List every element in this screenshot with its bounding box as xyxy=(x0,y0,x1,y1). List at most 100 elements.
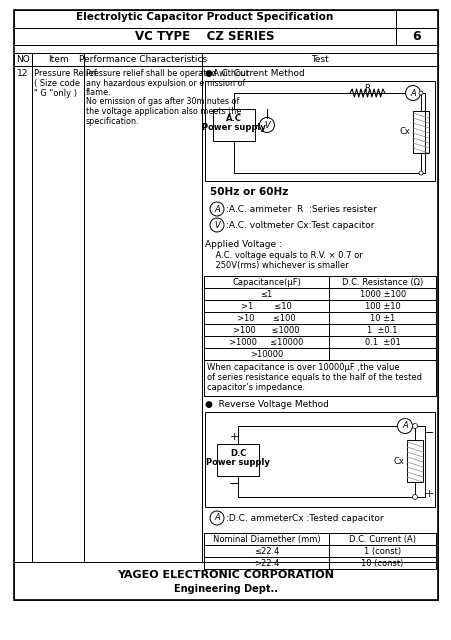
Circle shape xyxy=(412,495,417,499)
Bar xyxy=(203,360,435,396)
Bar xyxy=(203,545,328,557)
Text: 250V(rms) whichever is smaller: 250V(rms) whichever is smaller xyxy=(205,261,348,270)
Text: 1 (const): 1 (const) xyxy=(363,547,400,556)
Text: A.C: A.C xyxy=(226,114,241,123)
Text: Performance Characteristics: Performance Characteristics xyxy=(79,55,207,64)
Text: 1000 ±100: 1000 ±100 xyxy=(359,290,405,299)
Circle shape xyxy=(210,511,224,525)
Text: Power supply: Power supply xyxy=(202,123,265,132)
Bar xyxy=(328,545,435,557)
Text: D.C. Resistance (Ω): D.C. Resistance (Ω) xyxy=(341,278,422,287)
Text: ≤1: ≤1 xyxy=(260,290,272,299)
Text: the voltage application also meets the: the voltage application also meets the xyxy=(86,107,241,116)
Bar xyxy=(203,300,328,312)
Bar xyxy=(203,336,328,348)
Circle shape xyxy=(405,86,419,100)
Text: 0.1  ±01: 0.1 ±01 xyxy=(364,338,400,347)
Text: 100 ±10: 100 ±10 xyxy=(364,302,400,311)
Bar xyxy=(328,324,435,336)
Text: V: V xyxy=(214,221,219,230)
Bar xyxy=(84,66,202,562)
Text: :A.C. voltmeter: :A.C. voltmeter xyxy=(226,221,294,230)
Text: −: − xyxy=(228,478,239,491)
Bar xyxy=(328,557,435,569)
Text: ≤22.4: ≤22.4 xyxy=(253,547,279,556)
Text: A: A xyxy=(409,88,415,97)
Bar xyxy=(203,276,328,288)
Text: Item: Item xyxy=(48,55,68,64)
Text: :A.C. ammeter: :A.C. ammeter xyxy=(226,205,291,214)
Bar xyxy=(203,324,328,336)
Bar xyxy=(328,288,435,300)
Bar xyxy=(205,81,434,181)
Text: Applied Voltage :: Applied Voltage : xyxy=(205,240,281,249)
Bar xyxy=(328,533,435,545)
Text: >1000     ≤10000: >1000 ≤10000 xyxy=(229,338,303,347)
Text: Engineering Dept..: Engineering Dept.. xyxy=(174,584,277,594)
Bar xyxy=(14,10,395,28)
Circle shape xyxy=(210,218,224,232)
Bar xyxy=(14,66,32,562)
Bar xyxy=(84,53,202,66)
Bar xyxy=(212,109,254,141)
Bar xyxy=(202,66,437,562)
Circle shape xyxy=(259,118,274,132)
Bar xyxy=(14,562,437,600)
Text: any hazardous expulsion or emission of: any hazardous expulsion or emission of xyxy=(86,79,245,88)
Bar xyxy=(32,53,84,66)
Text: >1        ≤10: >1 ≤10 xyxy=(241,302,291,311)
Text: Capacitance(μF): Capacitance(μF) xyxy=(232,278,300,287)
Text: " G "only ): " G "only ) xyxy=(34,89,77,98)
Text: When capacitance is over 10000μF ,the value: When capacitance is over 10000μF ,the va… xyxy=(207,363,399,372)
Text: 10 (const): 10 (const) xyxy=(361,559,403,568)
Text: +: + xyxy=(424,489,433,499)
Bar xyxy=(203,312,328,324)
Bar xyxy=(14,28,395,45)
Bar xyxy=(203,348,328,360)
Text: V: V xyxy=(263,120,269,129)
Bar xyxy=(203,533,328,545)
Text: flame.: flame. xyxy=(86,88,111,97)
Text: Cx :Tested capacitor: Cx :Tested capacitor xyxy=(291,514,383,523)
Text: 10 ±1: 10 ±1 xyxy=(369,314,394,323)
Text: >100      ≤1000: >100 ≤1000 xyxy=(233,326,299,335)
Bar xyxy=(328,336,435,348)
Bar xyxy=(328,300,435,312)
Text: No emission of gas after 30minutes of: No emission of gas after 30minutes of xyxy=(86,97,239,106)
Circle shape xyxy=(418,91,422,95)
Text: 12: 12 xyxy=(17,69,28,78)
Text: Pressure relief shall be operated without: Pressure relief shall be operated withou… xyxy=(86,69,249,78)
Bar xyxy=(216,444,258,476)
Text: Nominal Diamether (mm): Nominal Diamether (mm) xyxy=(212,535,320,544)
Text: Pressure Relief: Pressure Relief xyxy=(34,69,97,78)
Text: ●A.C. Current Method: ●A.C. Current Method xyxy=(205,69,304,78)
Text: :D.C. ammeter: :D.C. ammeter xyxy=(226,514,292,523)
Text: R  :Series resister: R :Series resister xyxy=(296,205,376,214)
Circle shape xyxy=(418,171,422,175)
Bar xyxy=(14,53,32,66)
Text: A: A xyxy=(214,513,219,522)
Text: +: + xyxy=(229,432,238,442)
Text: A.C. voltage equals to R.V. × 0.7 or: A.C. voltage equals to R.V. × 0.7 or xyxy=(205,251,362,260)
Text: A: A xyxy=(214,205,219,214)
Text: >10       ≤100: >10 ≤100 xyxy=(237,314,295,323)
Bar xyxy=(202,53,437,66)
Bar xyxy=(32,66,84,562)
Bar xyxy=(395,10,437,28)
Circle shape xyxy=(210,202,224,216)
Text: A: A xyxy=(401,422,407,431)
Bar xyxy=(328,276,435,288)
Text: ●  Reverse Voltage Method: ● Reverse Voltage Method xyxy=(205,400,328,409)
Text: YAGEO ELECTRONIC CORPORATION: YAGEO ELECTRONIC CORPORATION xyxy=(117,570,334,580)
Text: 1  ±0.1: 1 ±0.1 xyxy=(367,326,397,335)
Text: Electrolytic Capacitor Product Specification: Electrolytic Capacitor Product Specifica… xyxy=(76,12,333,22)
Bar xyxy=(328,348,435,360)
Bar xyxy=(406,440,422,482)
Text: 50Hz or 60Hz: 50Hz or 60Hz xyxy=(210,187,288,197)
Bar xyxy=(328,312,435,324)
Text: capacitor’s impedance.: capacitor’s impedance. xyxy=(207,383,304,392)
Text: >10000: >10000 xyxy=(249,350,283,359)
Text: D.C: D.C xyxy=(229,449,246,458)
Text: 6: 6 xyxy=(412,30,420,43)
Bar xyxy=(205,412,434,507)
